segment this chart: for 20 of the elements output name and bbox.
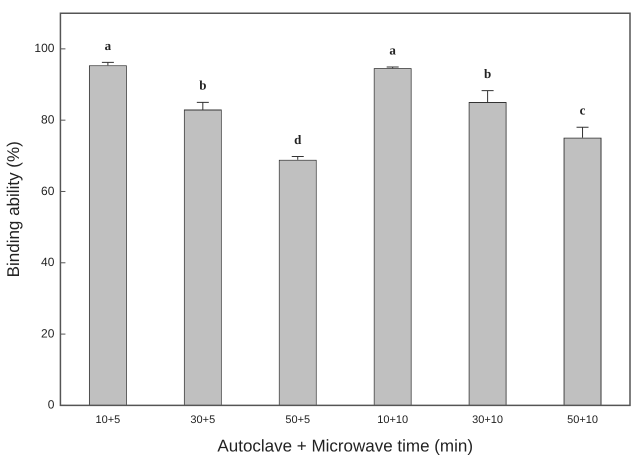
- annotation: b: [484, 66, 492, 81]
- x-axis-title: Autoclave + Microwave time (min): [217, 436, 473, 456]
- annotation: d: [294, 132, 302, 147]
- x-tick-label: 10+5: [95, 414, 120, 426]
- y-tick-label: 60: [41, 184, 55, 198]
- x-tick-label: 30+5: [190, 414, 216, 426]
- y-tick-label: 100: [34, 41, 55, 56]
- annotation: b: [199, 78, 206, 93]
- y-axis-title: Binding ability (%): [4, 141, 23, 278]
- annotation: c: [580, 102, 586, 118]
- y-tick-label: 0: [48, 398, 55, 412]
- y-tick-label: 80: [41, 112, 55, 126]
- x-tick-label: 30+10: [472, 414, 504, 426]
- annotation: a: [104, 38, 112, 53]
- x-tick-label: 10+10: [377, 414, 408, 426]
- x-tick-label: 50+5: [285, 414, 310, 426]
- x-tick-label: 50+10: [567, 414, 598, 426]
- y-tick-label: 20: [41, 326, 55, 340]
- annotation: a: [389, 42, 396, 58]
- y-tick-label: 40: [41, 255, 55, 270]
